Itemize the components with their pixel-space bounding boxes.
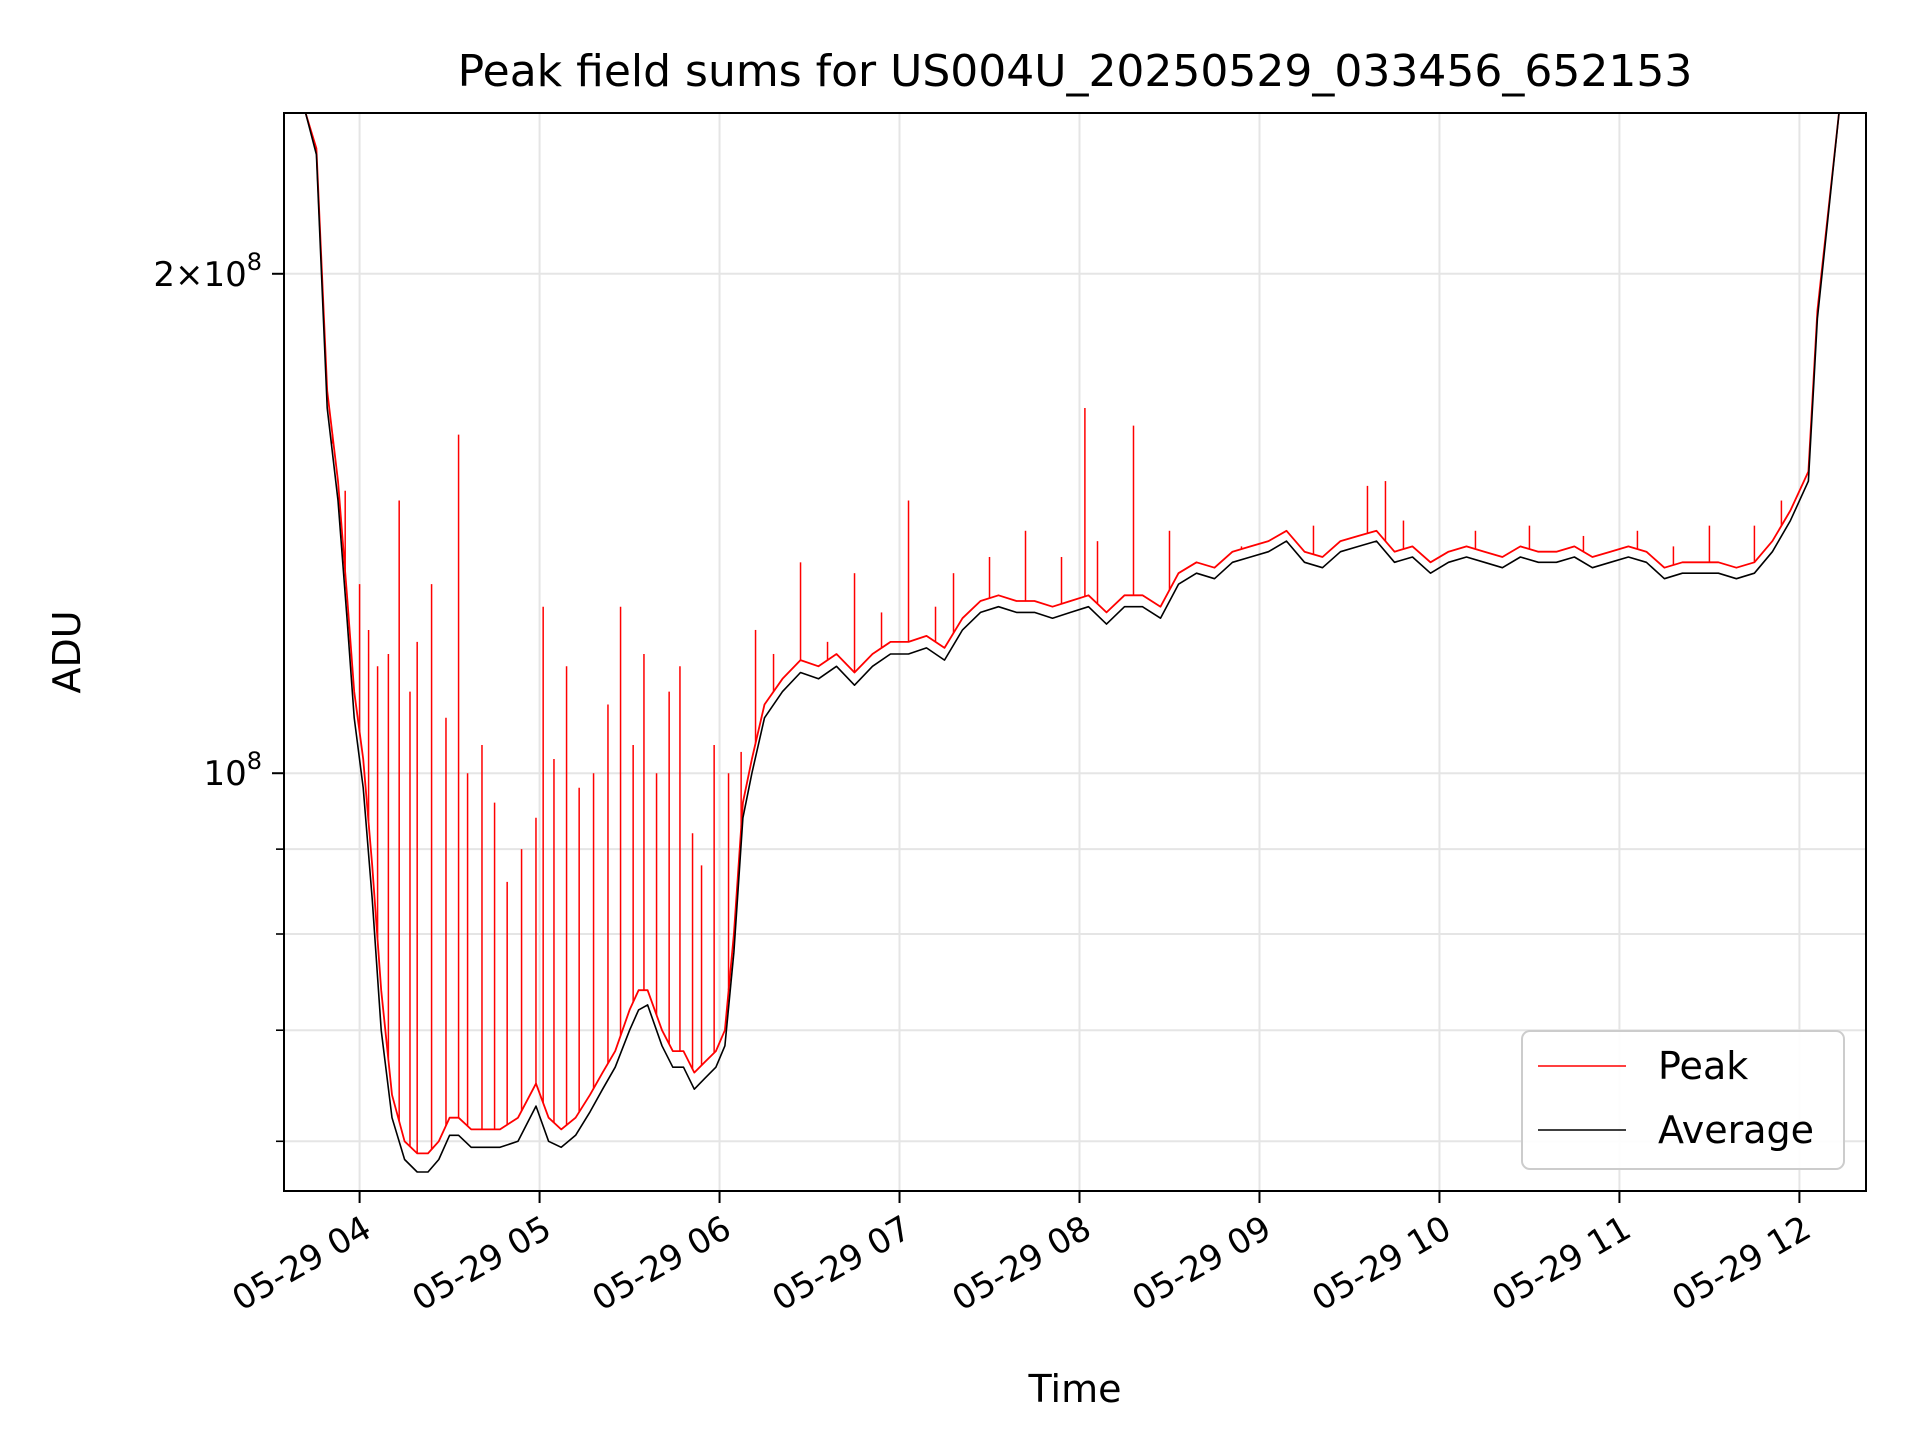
x-tick-label: 05-29 06 xyxy=(586,1208,738,1319)
y-tick-label: 108 xyxy=(203,747,262,794)
x-tick-label: 05-29 11 xyxy=(1486,1208,1638,1319)
x-tick-label: 05-29 08 xyxy=(946,1208,1098,1319)
legend-average-label: Average xyxy=(1658,1108,1814,1152)
y-tick-label: 2×108 xyxy=(153,248,262,295)
series-peak-line xyxy=(284,113,1840,1155)
x-tick-label: 05-29 10 xyxy=(1306,1208,1458,1319)
series-layer xyxy=(284,113,1840,1173)
grid xyxy=(284,113,1866,1191)
y-axis-label: ADU xyxy=(45,610,89,693)
legend-peak-label: Peak xyxy=(1658,1044,1748,1088)
x-axis-label: Time xyxy=(1028,1367,1122,1411)
plot-frame xyxy=(283,112,1867,1192)
x-tick-label: 05-29 09 xyxy=(1126,1208,1278,1319)
series-average-line xyxy=(284,113,1840,1173)
x-tick-label: 05-29 07 xyxy=(766,1208,918,1319)
legend: Peak Average xyxy=(1521,1030,1845,1170)
x-axis: 05-29 04 05-29 05 05-29 06 05-29 07 05-29 08… xyxy=(226,1191,1818,1319)
x-tick-label: 05-29 12 xyxy=(1666,1208,1818,1319)
chart-title: Peak field sums for US004U_20250529_0334… xyxy=(458,46,1693,97)
x-tick-label: 05-29 04 xyxy=(226,1208,378,1319)
y-axis: 2×108 108 xyxy=(153,248,284,1143)
x-tick-label: 05-29 05 xyxy=(406,1208,558,1319)
